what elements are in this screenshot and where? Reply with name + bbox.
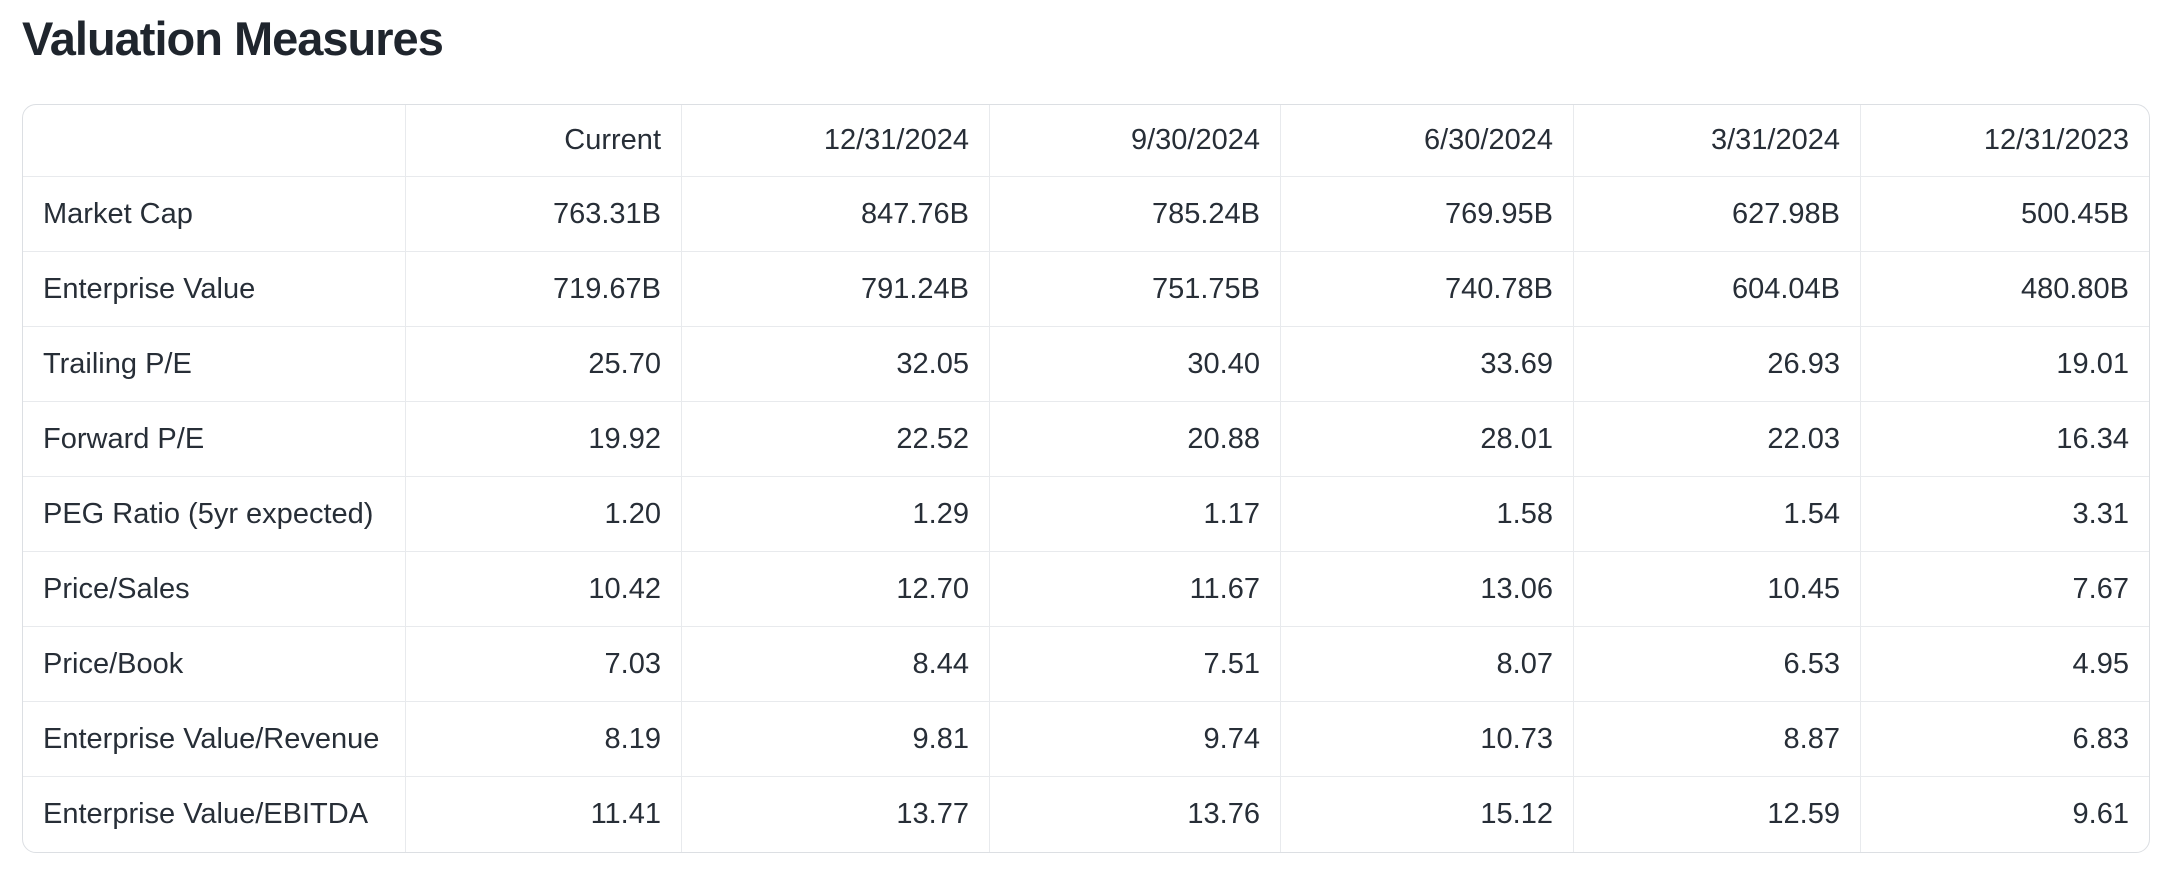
cell-value: 25.70 [406,327,682,403]
cell-value: 15.12 [1281,777,1574,853]
valuation-measures-table: Current 12/31/2024 9/30/2024 6/30/2024 3… [22,104,2150,854]
statistics-page: Valuation Measures Current 12/31/2024 9/… [22,12,2150,854]
cell-value: 10.42 [406,552,682,628]
cell-value: 1.58 [1281,477,1574,553]
cell-value: 33.69 [1281,327,1574,403]
cell-value: 8.44 [682,627,990,703]
header-cell-date: 12/31/2023 [1861,105,2149,178]
table-row: Trailing P/E 25.70 32.05 30.40 33.69 26.93 19.… [23,327,2149,403]
cell-value: 1.29 [682,477,990,553]
cell-value: 763.31B [406,177,682,253]
table-row: Price/Sales 10.42 12.70 11.67 13.06 10.45 7.67 [23,552,2149,628]
header-cell-date: 3/31/2024 [1574,105,1861,178]
row-label: Enterprise Value/Revenue [23,702,406,778]
cell-value: 6.53 [1574,627,1861,703]
row-label: Price/Book [23,627,406,703]
row-label: PEG Ratio (5yr expected) [23,477,406,553]
header-cell-date: 9/30/2024 [990,105,1281,178]
row-label: Enterprise Value/EBITDA [23,777,406,853]
table-row: PEG Ratio (5yr expected) 1.20 1.29 1.17 1.58… [23,477,2149,553]
cell-value: 12.59 [1574,777,1861,853]
row-label: Market Cap [23,177,406,253]
table-row: Enterprise Value/Revenue 8.19 9.81 9.74 10.7… [23,702,2149,778]
page-title: Valuation Measures [22,12,444,65]
cell-value: 9.61 [2072,798,2129,831]
cell-value: 30.40 [990,327,1281,403]
cell-value: 604.04B [1574,252,1861,328]
cell-value: 10.73 [1281,702,1574,778]
header-cell-current: Current [406,105,682,178]
cell-value: 4.95 [1861,627,2149,703]
cell-value: 13.06 [1281,552,1574,628]
cell-value: 7.03 [406,627,682,703]
cell-value: 6.83 [1861,702,2149,778]
cell-value: 1.20 [406,477,682,553]
cell-value: 20.88 [990,402,1281,478]
cell-value: 9.74 [990,702,1281,778]
cell-value: 3.31 [1861,477,2149,553]
cell-value: 8.87 [1574,702,1861,778]
cell-value: 480.80B [1861,252,2149,328]
cell-value: 751.75B [990,252,1281,328]
cell-value: 847.76B [682,177,990,253]
cell-value: 740.78B [1281,252,1574,328]
table-header-row: Current 12/31/2024 9/30/2024 6/30/2024 3… [23,105,2149,178]
cell-value: 16.34 [1861,402,2149,478]
cell-value: 785.24B [990,177,1281,253]
row-label: Price/Sales [23,552,406,628]
cell-value: 8.19 [406,702,682,778]
cell-value: 19.01 [1861,327,2149,403]
table-row: Enterprise Value 719.67B 791.24B 751.75B 740… [23,252,2149,328]
cell-value: 7.67 [1861,552,2149,628]
cell-value: 769.95B [1281,177,1574,253]
cell-value: 12.70 [682,552,990,628]
cell-value: 32.05 [682,327,990,403]
row-label: Trailing P/E [23,327,406,403]
table-row: Enterprise Value/EBITDA 11.41 13.77 13.76 15… [23,777,2149,853]
cell-value: 627.98B [1574,177,1861,253]
table-row: Market Cap 763.31B 847.76B 785.24B 769.95B 62… [23,177,2149,253]
row-label: Forward P/E [23,402,406,478]
cell-value: 719.67B [406,252,682,328]
cell-value: 791.24B [682,252,990,328]
cell-value: 7.51 [990,627,1281,703]
cell-value: 22.52 [682,402,990,478]
cell-value: 500.45B [1861,177,2149,253]
header-cell-metric [23,105,406,178]
cell-value: 10.45 [1574,552,1861,628]
table-row: Price/Book 7.03 8.44 7.51 8.07 6.53 4.95 [23,627,2149,703]
cell-value: 13.77 [682,777,990,853]
cell-value: 8.07 [1281,627,1574,703]
cell-value: 22.03 [1574,402,1861,478]
header-cell-date: 6/30/2024 [1281,105,1574,178]
row-label: Enterprise Value [23,252,406,328]
cell-value: 1.54 [1574,477,1861,553]
table-row: Forward P/E 19.92 22.52 20.88 28.01 22.03 16.3… [23,402,2149,478]
cell-value: 19.92 [406,402,682,478]
cell-value: 11.41 [406,777,682,853]
cell-value: 28.01 [1281,402,1574,478]
cell-value: 26.93 [1574,327,1861,403]
header-cell-date: 12/31/2024 [682,105,990,178]
cell-value: 9.81 [682,702,990,778]
cell-value: 1.17 [990,477,1281,553]
cell-value: 13.76 [990,777,1281,853]
cell-value: 11.67 [990,552,1281,628]
